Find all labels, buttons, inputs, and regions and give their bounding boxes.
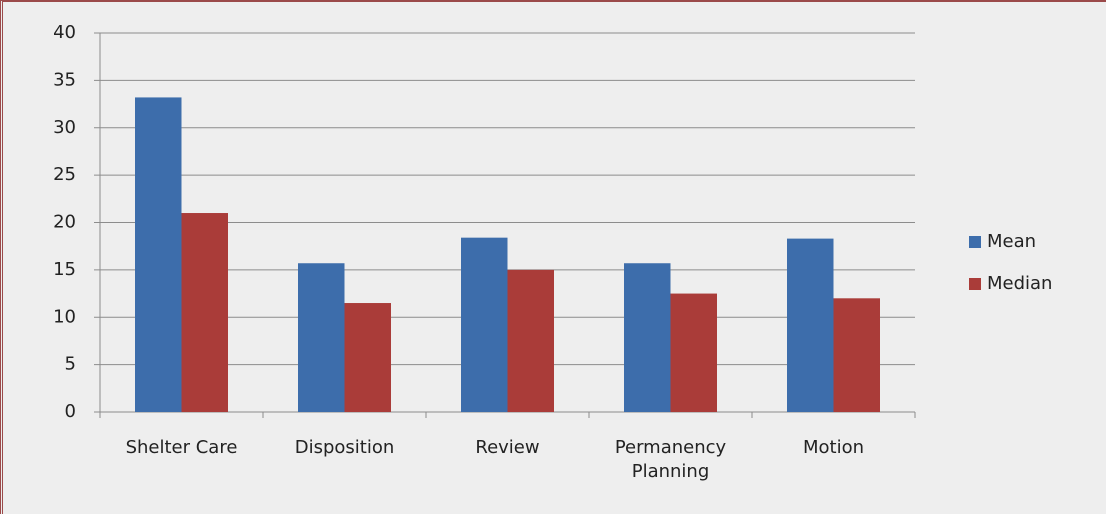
x-tick-label: Shelter Care <box>125 437 238 458</box>
bar <box>624 263 671 412</box>
y-tick-label: 10 <box>53 306 76 327</box>
bar <box>670 293 717 412</box>
y-tick-label: 30 <box>53 117 76 138</box>
x-tick-label: Review <box>475 437 540 458</box>
y-tick-label: 40 <box>53 22 76 43</box>
y-tick-label: 5 <box>65 354 76 375</box>
bar <box>135 97 182 413</box>
chart: 0 5 10 15 20 25 30 35 40 Mean Median <box>53 22 1052 422</box>
y-tick-label: 15 <box>53 259 76 280</box>
legend-swatch <box>969 236 981 248</box>
legend-label: Mean <box>987 231 1036 252</box>
y-tick-label: 35 <box>53 69 76 90</box>
x-tick-label: Disposition <box>294 437 395 458</box>
x-tick-label: Permanency Planning <box>614 437 727 482</box>
bar <box>461 237 508 412</box>
y-tick-label: 20 <box>53 212 76 233</box>
bar <box>298 263 345 412</box>
bar <box>833 298 880 412</box>
bar <box>787 238 834 412</box>
bar <box>344 303 391 412</box>
legend-swatch <box>969 278 981 290</box>
bar <box>507 269 554 412</box>
bar <box>181 213 228 412</box>
x-tick-label: Motion <box>802 437 865 458</box>
y-tick-label: 0 <box>65 401 76 422</box>
legend-label: Median <box>987 273 1052 294</box>
y-tick-label: 25 <box>53 164 76 185</box>
